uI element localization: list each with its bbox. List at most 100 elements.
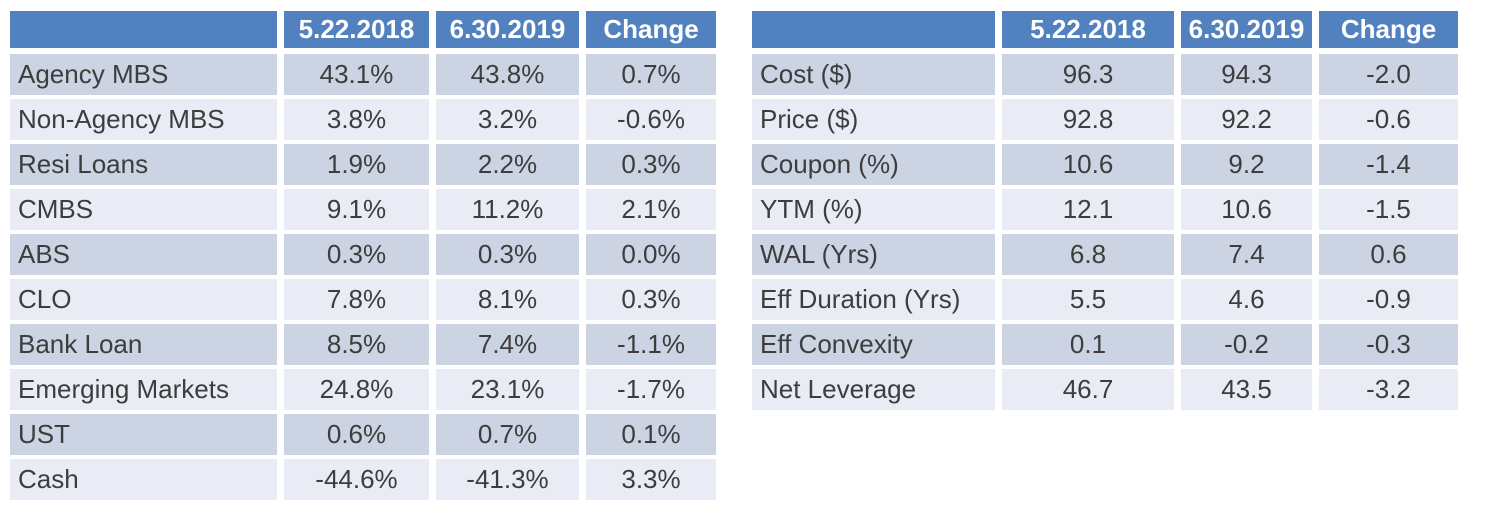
table-row: Non-Agency MBS 3.8% 3.2% -0.6% [10,99,716,144]
value-2019: 23.1% [436,369,586,414]
header-row: 5.22.2018 6.30.2019 Change [752,11,1458,54]
value-2019: 8.1% [436,279,586,324]
col-header-date-2019: 6.30.2019 [436,11,586,54]
value-change: 0.1% [586,414,716,459]
value-2019: -41.3% [436,459,586,500]
value-change: 0.6 [1319,234,1458,279]
value-2019: 3.2% [436,99,586,144]
row-label: UST [10,414,284,459]
value-change: -1.4 [1319,144,1458,189]
table-row: Eff Convexity 0.1 -0.2 -0.3 [752,324,1458,369]
value-2018: 7.8% [284,279,436,324]
row-label: CMBS [10,189,284,234]
value-change: 0.3% [586,144,716,189]
value-change: -0.6% [586,99,716,144]
col-header-date-2018: 5.22.2018 [284,11,436,54]
value-change: -1.5 [1319,189,1458,234]
value-2018: 5.5 [1002,279,1181,324]
value-change: 0.7% [586,54,716,99]
row-label: Resi Loans [10,144,284,189]
value-2019: 0.7% [436,414,586,459]
value-2018: 0.1 [1002,324,1181,369]
value-2019: 2.2% [436,144,586,189]
table-row: Agency MBS 43.1% 43.8% 0.7% [10,54,716,99]
table-row: UST 0.6% 0.7% 0.1% [10,414,716,459]
table-row: Eff Duration (Yrs) 5.5 4.6 -0.9 [752,279,1458,324]
row-label: YTM (%) [752,189,1002,234]
value-2018: 0.6% [284,414,436,459]
value-change: -1.1% [586,324,716,369]
row-label: Non-Agency MBS [10,99,284,144]
value-2019: 11.2% [436,189,586,234]
table-row: Cost ($) 96.3 94.3 -2.0 [752,54,1458,99]
value-2019: 92.2 [1181,99,1319,144]
value-2019: -0.2 [1181,324,1319,369]
row-label: CLO [10,279,284,324]
row-label: ABS [10,234,284,279]
value-2019: 9.2 [1181,144,1319,189]
value-2019: 43.8% [436,54,586,99]
value-change: 3.3% [586,459,716,500]
value-change: -2.0 [1319,54,1458,99]
value-2019: 43.5 [1181,369,1319,410]
table-row: ABS 0.3% 0.3% 0.0% [10,234,716,279]
value-change: -0.6 [1319,99,1458,144]
value-2018: 1.9% [284,144,436,189]
portfolio-composition-table: 5.22.2018 6.30.2019 Change Agency MBS 43… [10,11,716,500]
value-change: -1.7% [586,369,716,414]
value-2018: 92.8 [1002,99,1181,144]
table-row: Cash -44.6% -41.3% 3.3% [10,459,716,500]
value-2018: 0.3% [284,234,436,279]
col-header-date-2018: 5.22.2018 [1002,11,1181,54]
value-2019: 7.4% [436,324,586,369]
col-header-change: Change [1319,11,1458,54]
value-2018: 9.1% [284,189,436,234]
row-label: WAL (Yrs) [752,234,1002,279]
portfolio-metrics-table: 5.22.2018 6.30.2019 Change Cost ($) 96.3… [752,11,1458,410]
value-change: 0.3% [586,279,716,324]
table-row: WAL (Yrs) 6.8 7.4 0.6 [752,234,1458,279]
table-row: Emerging Markets 24.8% 23.1% -1.7% [10,369,716,414]
value-change: 0.0% [586,234,716,279]
value-2018: 8.5% [284,324,436,369]
value-change: -0.3 [1319,324,1458,369]
value-2018: 6.8 [1002,234,1181,279]
value-2018: 10.6 [1002,144,1181,189]
table-row: Bank Loan 8.5% 7.4% -1.1% [10,324,716,369]
table-row: YTM (%) 12.1 10.6 -1.5 [752,189,1458,234]
header-row: 5.22.2018 6.30.2019 Change [10,11,716,54]
row-label: Bank Loan [10,324,284,369]
row-label: Cost ($) [752,54,1002,99]
table-row: Resi Loans 1.9% 2.2% 0.3% [10,144,716,189]
value-change: -3.2 [1319,369,1458,410]
value-2018: 43.1% [284,54,436,99]
value-2019: 0.3% [436,234,586,279]
value-2018: 3.8% [284,99,436,144]
value-2019: 4.6 [1181,279,1319,324]
table-row: Net Leverage 46.7 43.5 -3.2 [752,369,1458,410]
table-row: CLO 7.8% 8.1% 0.3% [10,279,716,324]
row-label: Cash [10,459,284,500]
value-2019: 10.6 [1181,189,1319,234]
col-header-change: Change [586,11,716,54]
row-label: Agency MBS [10,54,284,99]
table-row: Coupon (%) 10.6 9.2 -1.4 [752,144,1458,189]
corner-header-cell [752,11,1002,54]
row-label: Coupon (%) [752,144,1002,189]
corner-header-cell [10,11,284,54]
value-2019: 7.4 [1181,234,1319,279]
row-label: Eff Duration (Yrs) [752,279,1002,324]
value-change: 2.1% [586,189,716,234]
table-row: Price ($) 92.8 92.2 -0.6 [752,99,1458,144]
row-label: Emerging Markets [10,369,284,414]
row-label: Price ($) [752,99,1002,144]
value-2018: 12.1 [1002,189,1181,234]
table-row: CMBS 9.1% 11.2% 2.1% [10,189,716,234]
col-header-date-2019: 6.30.2019 [1181,11,1319,54]
row-label: Eff Convexity [752,324,1002,369]
value-change: -0.9 [1319,279,1458,324]
value-2019: 94.3 [1181,54,1319,99]
value-2018: 24.8% [284,369,436,414]
value-2018: 46.7 [1002,369,1181,410]
